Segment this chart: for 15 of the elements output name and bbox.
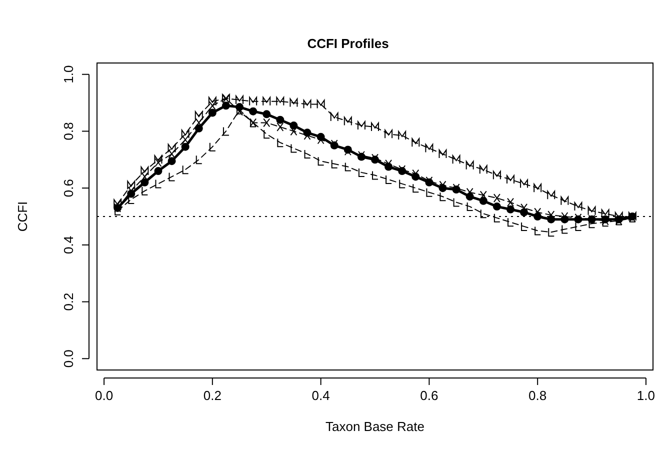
x-tick-label: 1.0 [636,388,655,403]
y-tick-label: 0.0 [61,350,76,368]
x-axis-title: Taxon Base Rate [325,419,425,434]
y-tick-label: 0.4 [61,236,76,254]
y-tick-label: 0.6 [61,179,76,198]
x-tick-label: 0.4 [312,388,330,403]
x-tick-label: 0.0 [95,388,114,403]
y-tick-label: 0.8 [61,122,76,140]
x-tick-label: 0.8 [528,388,547,403]
y-tick-label: 1.0 [61,65,76,84]
x-tick-label: 0.6 [420,388,438,403]
y-axis-title: CCFI [15,201,30,232]
chart-title: CCFI Profiles [307,36,389,51]
y-tick-label: 0.2 [61,292,76,311]
x-tick-label: 0.2 [203,388,222,403]
